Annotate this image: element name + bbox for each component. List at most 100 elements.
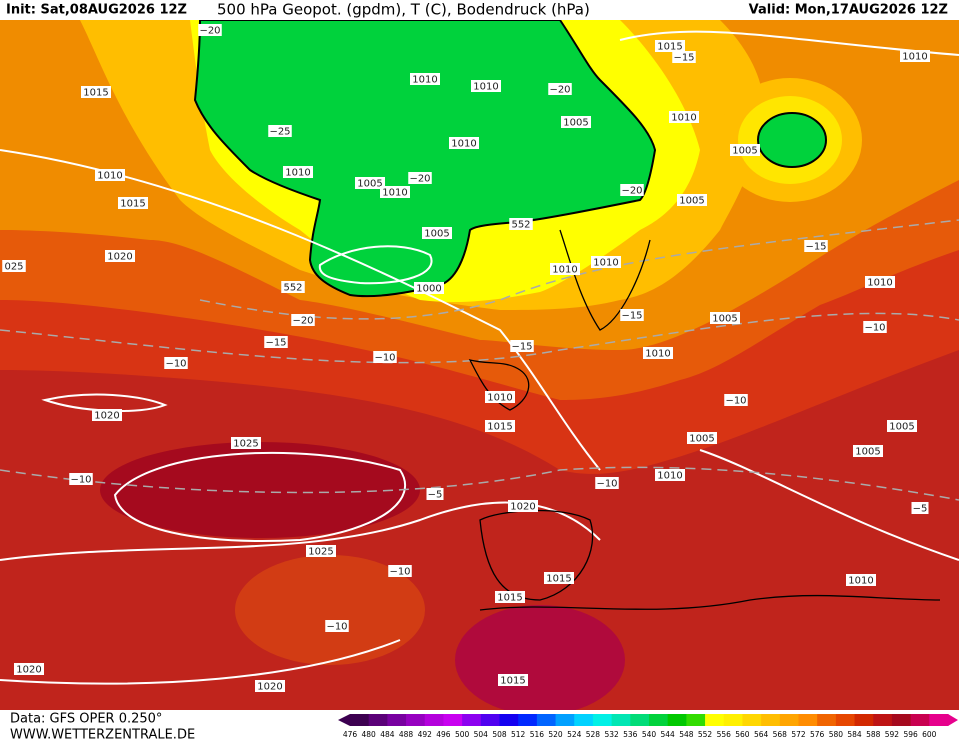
map-label: 1025 <box>233 439 258 450</box>
colorbar-label: 600 <box>922 730 937 739</box>
map-label: −10 <box>374 353 395 364</box>
label-box <box>471 80 501 92</box>
map-label: −15 <box>805 242 826 253</box>
label-box <box>283 166 313 178</box>
map-label: 1005 <box>689 434 714 445</box>
isobar <box>699 449 959 561</box>
label-box <box>306 545 336 557</box>
colorbar-swatch <box>854 714 874 726</box>
label-box <box>561 116 591 128</box>
colorbar-swatch <box>761 714 781 726</box>
init-time: Init: Sat,08AUG2026 12Z <box>6 3 187 18</box>
label-box <box>730 144 760 156</box>
label-box <box>355 177 385 189</box>
label-box <box>863 321 887 333</box>
isobar <box>113 451 407 542</box>
label-box <box>846 574 876 586</box>
colorbar-label: 568 <box>773 730 788 739</box>
colorbar-label: 540 <box>642 730 657 739</box>
colorbar-label: 504 <box>474 730 489 739</box>
colorbar-swatch <box>424 714 444 726</box>
colorbar-swatch <box>387 714 407 726</box>
colorbar: 476 480 484 488 492 496 500 504 508 512 516 520 524 5… <box>338 714 958 739</box>
isobar <box>0 149 601 471</box>
map-label: 1010 <box>657 471 682 482</box>
map-label: −25 <box>269 127 290 138</box>
map-label: 1015 <box>497 593 522 604</box>
label-box <box>198 24 222 36</box>
coastline <box>479 594 941 611</box>
header-bar <box>0 0 959 20</box>
colorbar-swatch <box>667 714 687 726</box>
label-box <box>414 282 444 294</box>
map-label: 1005 <box>732 146 757 157</box>
label-box <box>710 312 740 324</box>
map-label: 552 <box>283 283 302 294</box>
colorbar-label: 580 <box>829 730 844 739</box>
colorbar-label: 560 <box>735 730 750 739</box>
field-584 <box>235 555 425 665</box>
label-box <box>672 51 696 63</box>
label-box <box>509 218 533 230</box>
colorbar-swatch <box>873 714 893 726</box>
map-label: 1010 <box>645 349 670 360</box>
map-label: −10 <box>596 479 617 490</box>
isotherm <box>0 312 959 364</box>
site: WWW.WETTERZENTRALE.DE <box>10 728 195 741</box>
map-label: 1010 <box>285 168 310 179</box>
map-label: −20 <box>199 26 220 37</box>
label-box <box>655 40 685 52</box>
label-box <box>620 184 644 196</box>
coastline <box>559 229 651 331</box>
label-box <box>687 432 717 444</box>
colorbar-swatch <box>817 714 837 726</box>
label-box <box>268 125 292 137</box>
colorbar-label: 492 <box>418 730 433 739</box>
colorbar-label: 500 <box>455 730 470 739</box>
map-label: 1005 <box>563 118 588 129</box>
isotherms <box>0 219 959 501</box>
colorbar-swatch <box>480 714 500 726</box>
colorbar-label: 480 <box>362 730 377 739</box>
label-box <box>595 477 619 489</box>
label-box <box>410 73 440 85</box>
colorbar-swatch <box>649 714 669 726</box>
label-box <box>408 172 432 184</box>
label-box <box>2 260 26 272</box>
label-box <box>380 186 410 198</box>
map-label: 1020 <box>510 502 535 513</box>
colorbar-swatch <box>443 714 463 726</box>
map-label: 1005 <box>357 179 382 190</box>
map-label: −20 <box>621 186 642 197</box>
colorbar-label: 532 <box>604 730 619 739</box>
label-box <box>510 340 534 352</box>
map-label: 025 <box>4 262 23 273</box>
label-box <box>887 420 917 432</box>
colorbar-swatch <box>536 714 557 726</box>
map-label: −10 <box>864 323 885 334</box>
colorbar-label: 488 <box>399 730 414 739</box>
colorbar-label: 576 <box>810 730 825 739</box>
label-box <box>544 572 574 584</box>
isobar <box>318 245 433 285</box>
map-label: 1000 <box>416 284 441 295</box>
colorbar-swatch <box>779 714 799 726</box>
map-label: −5 <box>428 490 443 501</box>
colorbar-label: 516 <box>530 730 545 739</box>
label-box <box>264 336 288 348</box>
map-label: 1010 <box>412 75 437 86</box>
label-box <box>291 314 315 326</box>
colorbar-label: 520 <box>548 730 563 739</box>
map-label: 1005 <box>855 447 880 458</box>
label-box <box>643 347 673 359</box>
colorbar-arrow <box>948 714 958 726</box>
map-label: 1015 <box>83 88 108 99</box>
colorbar-swatch <box>518 714 538 726</box>
colorbar-label: 548 <box>679 730 694 739</box>
label-box <box>900 50 930 62</box>
isotherm <box>199 219 959 320</box>
colorbar-swatch <box>686 714 706 726</box>
label-box <box>495 591 525 603</box>
map-label: −15 <box>621 311 642 322</box>
